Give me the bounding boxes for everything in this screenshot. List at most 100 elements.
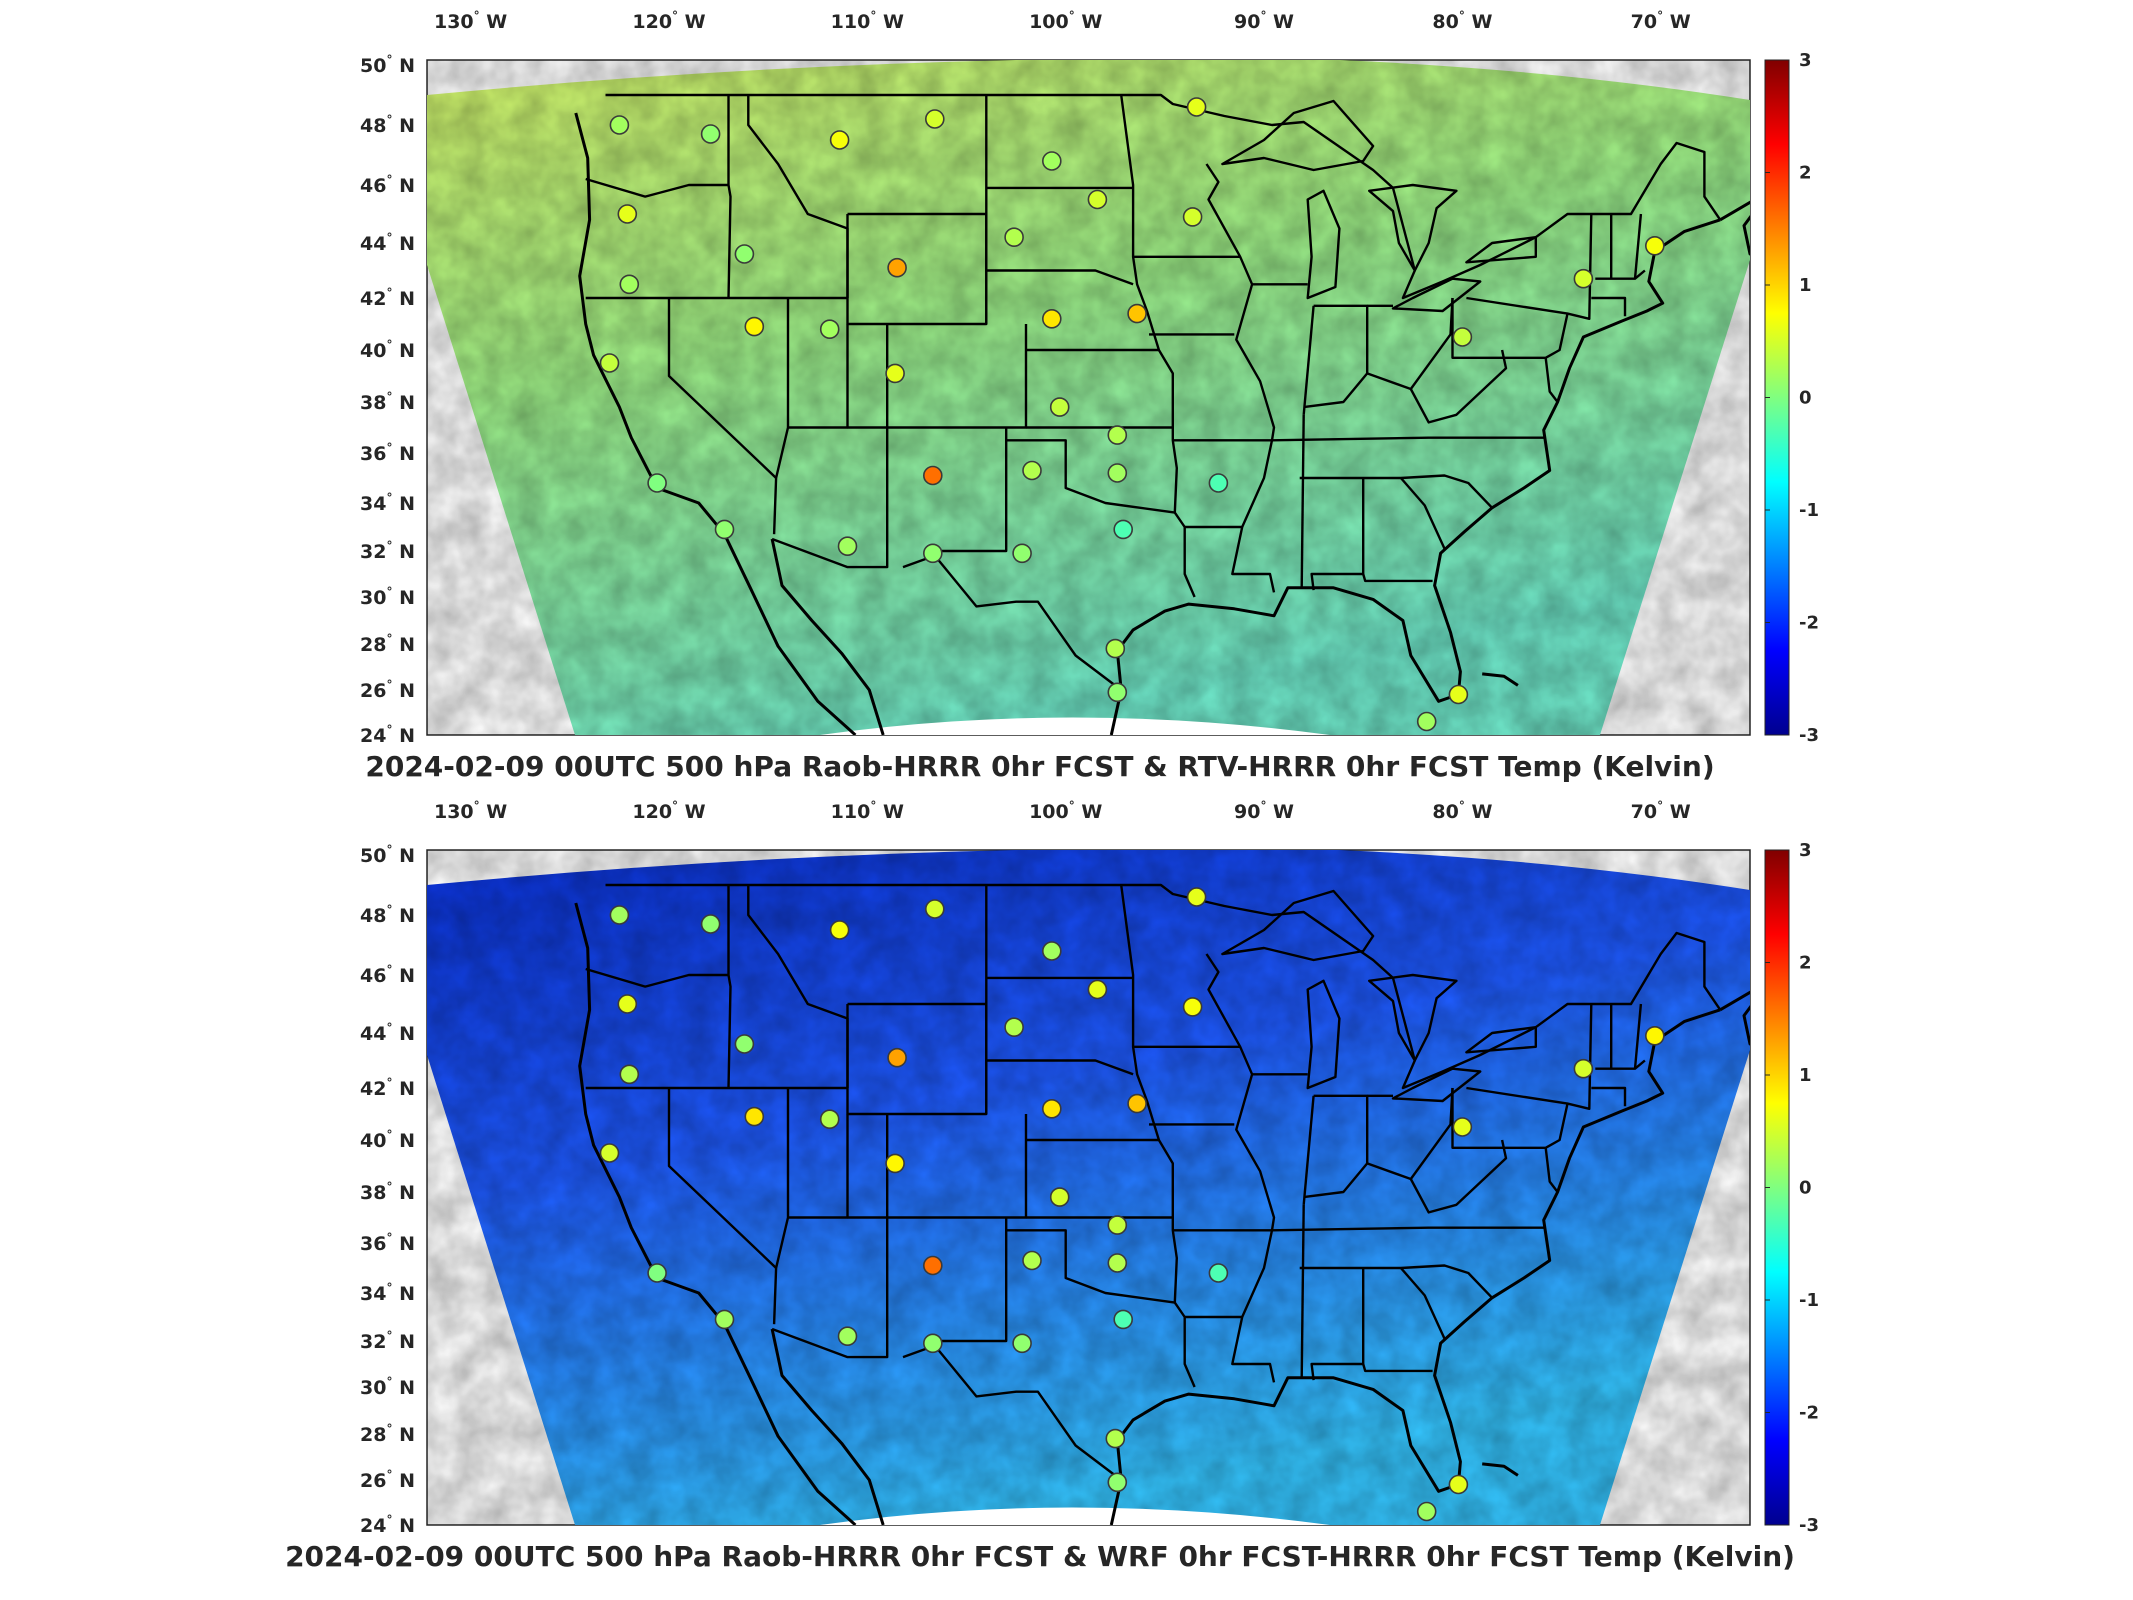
raob-station-marker [1452, 1117, 1473, 1137]
raob-station-marker [1012, 543, 1032, 564]
latitude-tick-label: 24° N [360, 723, 415, 747]
colorbar-tick-label: 1 [1799, 1065, 1812, 1086]
bottom-map-panel: 2024-02-09 00UTC 500 hPa Raob-HRRR 0hr F… [0, 790, 2133, 1590]
raob-station-marker [922, 465, 943, 486]
raob-station-marker [1049, 1187, 1070, 1207]
raob-station-marker [1186, 97, 1207, 117]
latitude-tick-label: 40° N [360, 1128, 415, 1152]
raob-station-marker [887, 257, 907, 278]
colorbar-tick-label: 3 [1799, 50, 1812, 71]
colorbar-tick-label: 0 [1799, 1178, 1812, 1199]
bottom-map-title: 2024-02-09 00UTC 500 hPa Raob-HRRR 0hr F… [285, 1540, 1795, 1573]
raob-station-marker [1186, 887, 1207, 907]
raob-station-marker [1004, 1017, 1024, 1037]
longitude-tick-label: 90° W [1234, 9, 1294, 33]
raob-station-marker [922, 1255, 943, 1276]
raob-stations [599, 97, 1665, 732]
longitude-tick-label: 120° W [632, 799, 705, 823]
map-outlines [574, 883, 1750, 1525]
raob-station-marker [1127, 1093, 1147, 1114]
latitude-tick-label: 30° N [360, 585, 415, 609]
longitude-tick-label: 110° W [831, 799, 904, 823]
colorbar-tick-label: -2 [1799, 613, 1819, 634]
raob-station-marker [744, 316, 765, 337]
raob-station-marker [714, 519, 735, 540]
raob-station-marker [1042, 1098, 1062, 1119]
latitude-tick-label: 28° N [360, 632, 415, 656]
bottom-map-figure: 2024-02-09 00UTC 500 hPa Raob-HRRR 0hr F… [285, 799, 1819, 1573]
raob-station-marker [1105, 638, 1126, 659]
longitude-tick-label: 80° W [1432, 9, 1492, 33]
raob-station-marker [1452, 327, 1473, 347]
colorbar-tick-label: 2 [1799, 953, 1812, 974]
latitude-tick-label: 50° N [360, 843, 415, 867]
raob-station-marker [1107, 1472, 1128, 1493]
raob-station-marker [1022, 1250, 1042, 1271]
raob-station-marker [1022, 460, 1042, 481]
latitude-tick-label: 42° N [360, 286, 415, 310]
latitude-tick-label: 42° N [360, 1076, 415, 1100]
latitude-tick-label: 32° N [360, 1329, 415, 1353]
raob-station-marker [1107, 1215, 1128, 1235]
latitude-tick-label: 28° N [360, 1422, 415, 1446]
longitude-tick-label: 80° W [1432, 799, 1492, 823]
raob-station-marker [744, 1106, 765, 1127]
latitude-tick-label: 34° N [360, 491, 415, 515]
raob-station-marker [734, 244, 755, 264]
longitude-tick-label: 120° W [632, 9, 705, 33]
raob-station-marker [1107, 682, 1128, 703]
colorbar-tick-label: -3 [1799, 725, 1819, 746]
raob-station-marker [1645, 1026, 1665, 1046]
longitude-tick-label: 110° W [831, 9, 904, 33]
raob-station-marker [819, 319, 840, 340]
latitude-tick-label: 48° N [360, 903, 415, 927]
raob-station-marker [1182, 997, 1203, 1017]
colorbar-tick-label: 1 [1799, 275, 1812, 296]
colorbar-tick-label: -2 [1799, 1403, 1819, 1424]
raob-stations [599, 887, 1665, 1522]
raob-station-marker [1105, 1428, 1126, 1449]
raob-station-marker [1416, 711, 1437, 732]
raob-station-marker [714, 1309, 735, 1330]
raob-station-marker [700, 914, 721, 934]
top-map-title: 2024-02-09 00UTC 500 hPa Raob-HRRR 0hr F… [365, 750, 1714, 783]
colorbar-tick-label: -1 [1799, 500, 1819, 521]
raob-station-marker [1113, 1309, 1133, 1330]
latitude-tick-label: 48° N [360, 113, 415, 137]
latitude-tick-label: 26° N [360, 678, 415, 702]
latitude-tick-label: 34° N [360, 1281, 415, 1305]
longitude-tick-label: 130° W [434, 799, 507, 823]
raob-station-marker [1107, 463, 1128, 483]
latitude-tick-label: 44° N [360, 1021, 415, 1045]
longitude-tick-label: 90° W [1234, 799, 1294, 823]
latitude-tick-label: 36° N [360, 441, 415, 465]
latitude-tick-label: 32° N [360, 539, 415, 563]
latitude-tick-label: 38° N [360, 1180, 415, 1204]
latitude-tick-label: 24° N [360, 1513, 415, 1537]
raob-station-marker [922, 1333, 943, 1354]
raob-station-marker [734, 1034, 755, 1054]
colorbar-tick-label: -3 [1799, 1515, 1819, 1536]
raob-station-marker [1004, 227, 1024, 247]
colorbar-tick-label: 0 [1799, 388, 1812, 409]
raob-station-marker [1573, 1058, 1594, 1079]
top-map-figure: 2024-02-09 00UTC 500 hPa Raob-HRRR 0hr F… [360, 9, 1819, 783]
raob-station-marker [1113, 519, 1133, 540]
raob-station-marker [599, 353, 620, 373]
latitude-tick-label: 36° N [360, 1231, 415, 1255]
longitude-tick-label: 70° W [1631, 799, 1691, 823]
raob-station-marker [617, 204, 638, 224]
raob-station-marker [1127, 303, 1147, 324]
raob-station-marker [647, 1263, 667, 1283]
raob-station-marker [1645, 236, 1665, 256]
raob-station-marker [1042, 308, 1062, 329]
latitude-tick-label: 46° N [360, 963, 415, 987]
raob-station-marker [599, 1143, 620, 1163]
longitude-tick-label: 70° W [1631, 9, 1691, 33]
raob-station-marker [837, 536, 858, 557]
raob-station-marker [887, 1047, 907, 1068]
latitude-tick-label: 50° N [360, 53, 415, 77]
raob-station-marker [837, 1326, 858, 1347]
longitude-tick-label: 100° W [1029, 9, 1102, 33]
raob-station-marker [609, 905, 630, 925]
